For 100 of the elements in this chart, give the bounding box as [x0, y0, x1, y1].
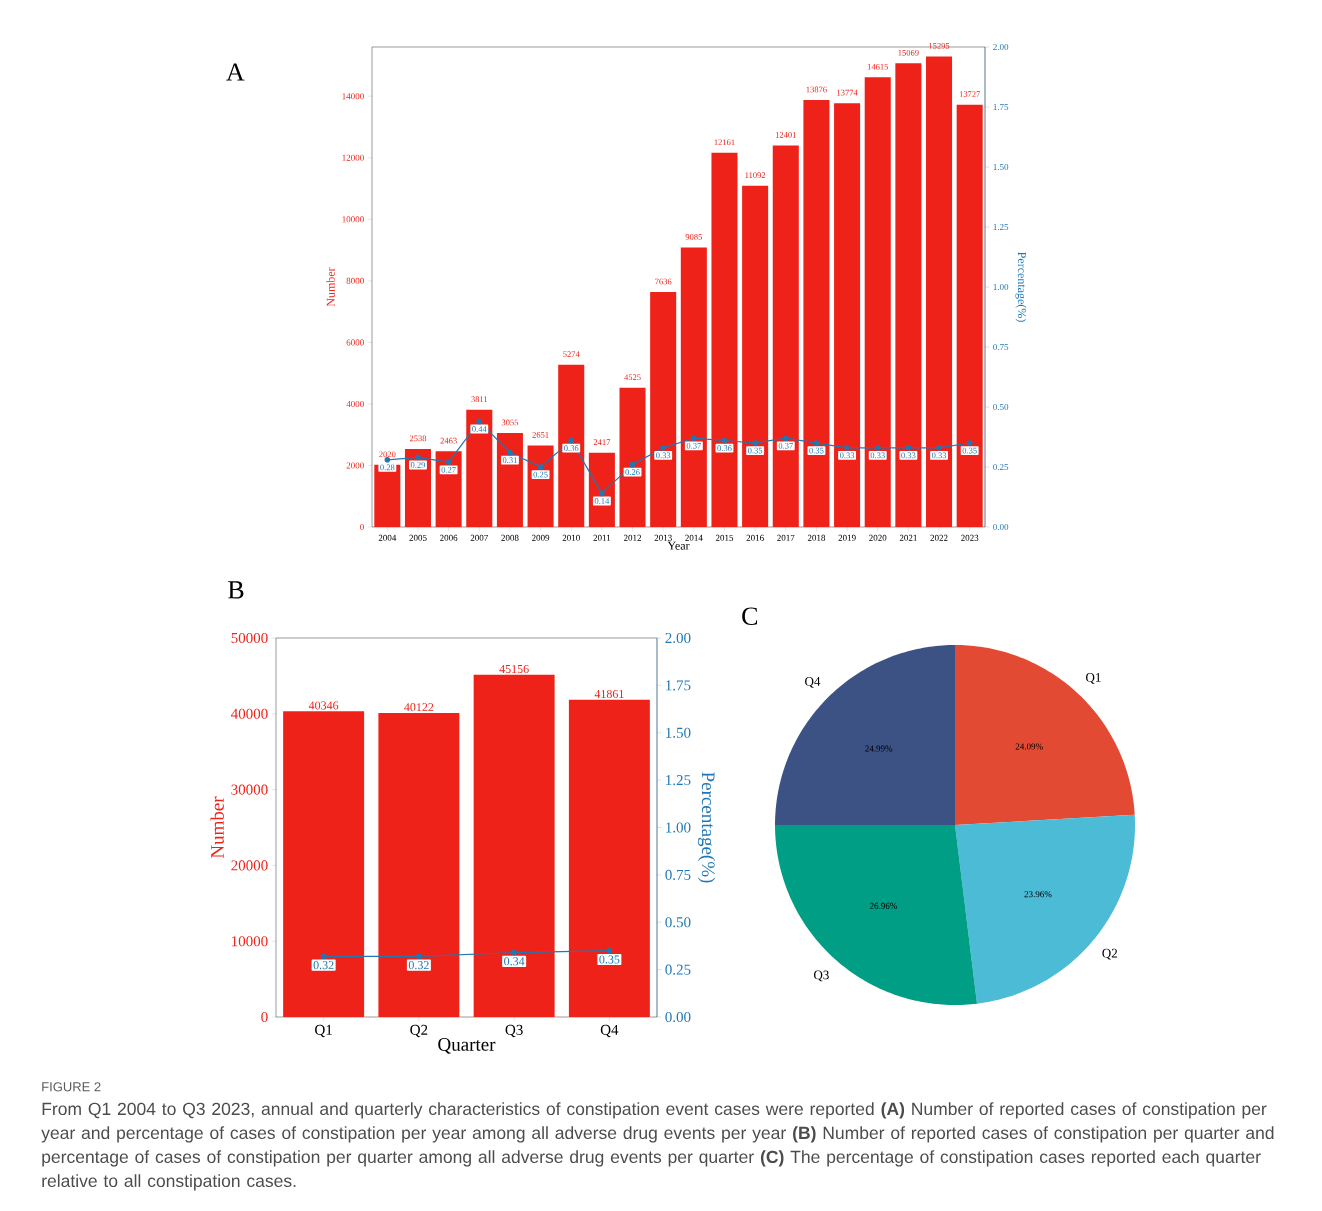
data-label: 2538	[409, 435, 427, 442]
point	[905, 445, 912, 451]
bar	[680, 247, 707, 528]
bar	[378, 712, 460, 1018]
y-tick-label: 30000	[231, 784, 268, 795]
y-tick-label: 6000	[346, 339, 364, 346]
y2-tick-label: 2.00	[665, 632, 691, 644]
data-label: 0.36	[564, 445, 579, 452]
data-label: 0.35	[809, 447, 824, 454]
x-axis-title: Quarter	[438, 1038, 496, 1054]
bar	[650, 292, 677, 528]
y2-tick-label: 1.50	[666, 727, 691, 738]
bar	[711, 152, 738, 528]
bar	[619, 387, 646, 528]
bar	[527, 445, 554, 528]
bar	[926, 56, 953, 528]
y2-tick-label: 0.75	[993, 343, 1009, 351]
data-label: 0.35	[599, 955, 620, 964]
slice-label: Q2	[1102, 948, 1117, 960]
data-label: 0.29	[410, 462, 426, 468]
point	[568, 437, 575, 444]
y2-tick-label: 1.25	[666, 775, 691, 786]
point	[752, 440, 758, 446]
y2-axis-title: Percentage(%)	[1015, 252, 1027, 322]
bar	[283, 711, 365, 1018]
x-tick-label: 2018	[807, 534, 826, 541]
data-label: 14615	[867, 63, 889, 70]
bar	[772, 145, 799, 528]
x-tick-label: 2023	[961, 534, 979, 541]
data-label: 0.33	[839, 452, 855, 459]
y2-tick-label: 2.00	[993, 43, 1009, 51]
data-label: 0.32	[408, 961, 429, 970]
y-tick-label: 40000	[231, 708, 268, 719]
bar	[803, 100, 830, 528]
data-label: 0.33	[901, 452, 916, 459]
x-tick-label: 2010	[562, 534, 580, 541]
y-tick-label: 8000	[346, 277, 364, 284]
data-label: 0.25	[533, 471, 548, 478]
y2-tick-label: 1.00	[666, 822, 691, 833]
data-label: 0.14	[594, 498, 610, 504]
point	[874, 445, 881, 451]
data-label: 24.99%	[865, 745, 893, 752]
data-label: 0.33	[931, 452, 947, 459]
point	[691, 435, 697, 442]
chart-title: A	[226, 63, 245, 81]
bar	[558, 364, 585, 528]
point	[629, 461, 636, 468]
data-label: 40346	[308, 701, 339, 710]
data-label: 0.34	[504, 957, 525, 966]
data-label: 45156	[499, 664, 529, 674]
data-label: 0.26	[625, 469, 640, 476]
y-tick-label: 50000	[231, 632, 268, 644]
y2-tick-label: 0.75	[665, 869, 691, 880]
point	[813, 440, 820, 446]
data-label: 7636	[655, 278, 672, 285]
x-tick-label: 2005	[409, 534, 427, 541]
y-axis-title: Number	[326, 267, 335, 307]
data-label: 24.09%	[1015, 743, 1043, 750]
point	[415, 454, 421, 461]
y-tick-label: 20000	[231, 860, 268, 871]
x-tick-label: Q2	[410, 1024, 428, 1038]
x-tick-label: 2007	[470, 534, 489, 541]
y2-tick-label: 0.25	[993, 463, 1009, 471]
data-label: 0.31	[502, 457, 517, 464]
bar	[588, 452, 615, 528]
bar	[374, 464, 401, 528]
data-label: 12401	[775, 132, 796, 138]
data-label: 0.33	[656, 452, 671, 459]
x-axis-title: Year	[667, 541, 690, 550]
x-tick-label: Q3	[505, 1024, 523, 1038]
point	[844, 445, 850, 451]
x-tick-label: 2004	[378, 534, 397, 541]
data-label: 26.96%	[869, 902, 898, 909]
data-label: 2417	[593, 439, 611, 445]
data-label: 2463	[440, 437, 457, 444]
y2-tick-label: 0.50	[993, 403, 1009, 411]
x-tick-label: 2013	[654, 534, 672, 541]
slice-label: Q3	[813, 970, 829, 982]
y-tick-label: 14000	[342, 93, 364, 100]
y-tick-label: 2000	[346, 462, 364, 469]
data-label: 11092	[745, 172, 766, 179]
bar	[473, 674, 555, 1018]
x-tick-label: Q4	[600, 1024, 619, 1038]
data-label: 23.96%	[1024, 891, 1052, 898]
y-tick-label: 12000	[342, 154, 364, 161]
slice-label: Q1	[1086, 673, 1101, 684]
y2-tick-label: 0.50	[665, 917, 691, 928]
y-axis-title: Number	[210, 796, 224, 859]
bar	[864, 77, 891, 528]
x-tick-label: Q1	[315, 1024, 332, 1038]
data-label: 0.35	[962, 447, 977, 454]
data-label: 0.37	[778, 442, 793, 449]
data-label: 0.37	[686, 442, 702, 449]
x-tick-label: 2006	[440, 534, 458, 541]
y-tick-label: 10000	[342, 216, 364, 223]
data-label: 0.33	[870, 452, 885, 459]
data-label: 13774	[837, 89, 858, 96]
data-label: 0.32	[313, 961, 334, 970]
bar	[466, 409, 493, 528]
data-label: 0.28	[380, 464, 395, 471]
